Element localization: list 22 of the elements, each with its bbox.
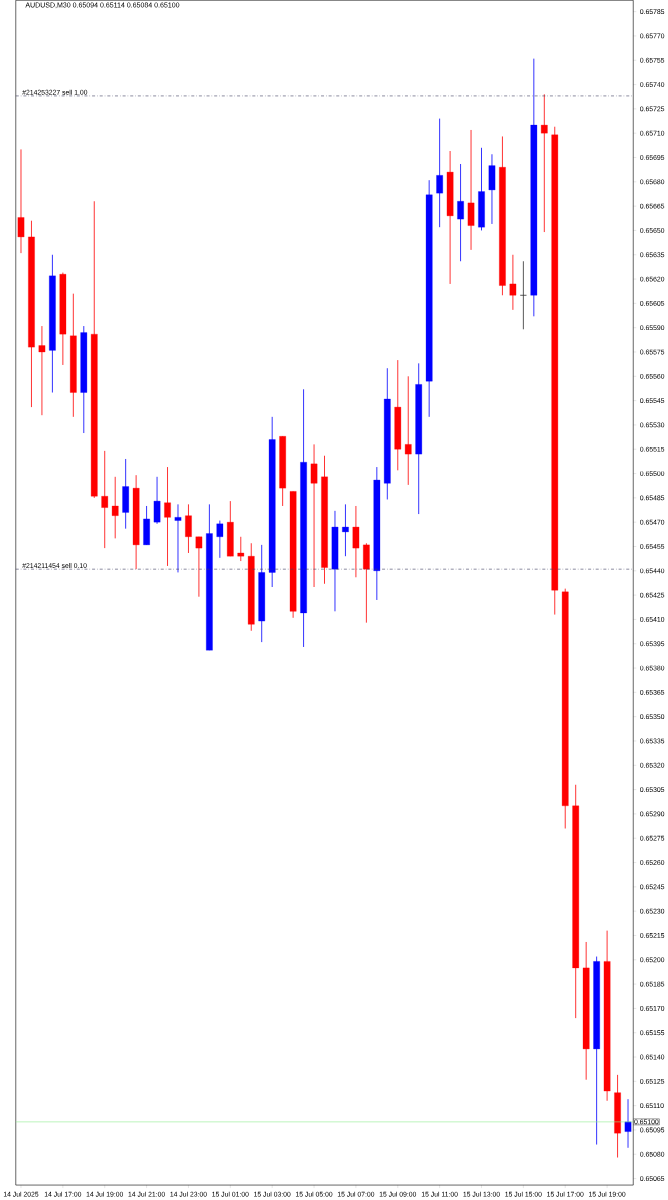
candlestick [185, 503, 192, 554]
candlestick [519, 260, 527, 330]
candlestick [153, 476, 161, 525]
candlestick [436, 118, 444, 228]
candlestick [457, 163, 464, 262]
candlestick [509, 254, 517, 311]
candlestick [310, 443, 318, 588]
candlestick [17, 149, 25, 254]
candlestick [342, 503, 349, 557]
candlestick [237, 536, 245, 562]
candlestick [467, 129, 475, 251]
candlestick [164, 466, 171, 567]
candlestick [101, 450, 109, 549]
candlestick [174, 503, 182, 573]
candlestick [541, 93, 548, 233]
candlestick [38, 325, 46, 416]
candlestick [195, 536, 203, 598]
candlestick [352, 505, 360, 578]
candlestick [216, 520, 224, 559]
candlestick [624, 1098, 632, 1149]
candlestick [111, 476, 119, 539]
candlestick [405, 375, 412, 486]
